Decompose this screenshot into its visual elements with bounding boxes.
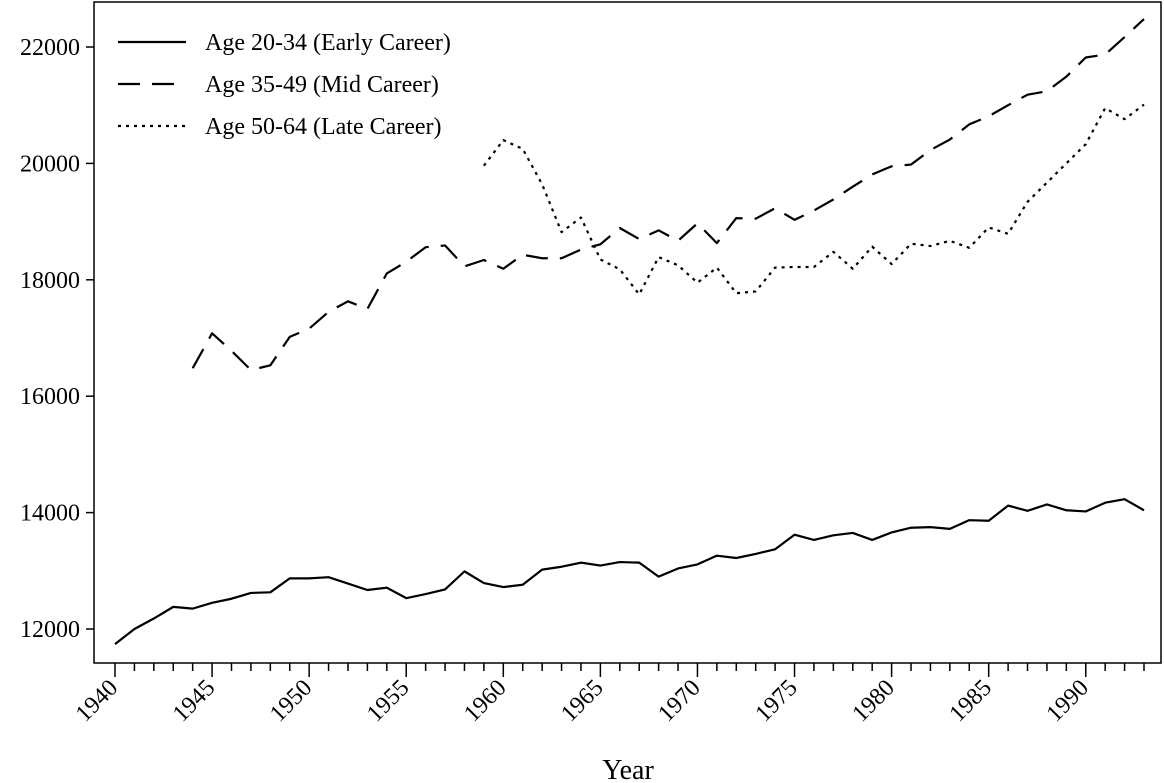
legend-label: Age 35-49 (Mid Career) [205, 72, 439, 98]
y-tick-label: 12000 [20, 617, 80, 643]
x-tick-label: 1990 [1042, 675, 1094, 727]
series-line-3 [483, 103, 1145, 296]
legend-label: Age 20-34 (Early Career) [205, 30, 451, 56]
x-tick-label: 1985 [945, 675, 997, 727]
legend: Age 20-34 (Early Career) Age 35-49 (Mid C… [118, 30, 451, 140]
x-tick-label: 1975 [750, 675, 802, 727]
x-tick-label: 1940 [71, 675, 123, 727]
y-tick-label: 20000 [20, 151, 80, 177]
x-tick-label: 1965 [556, 675, 608, 727]
x-tick-label: 1960 [459, 675, 511, 727]
x-axis: 1940 1945 1950 1955 1960 1965 1970 1975 1980 1985… [71, 663, 1145, 727]
plot-frame [93, 1, 1162, 664]
series-layer [114, 18, 1145, 645]
x-tick-label: 1970 [653, 675, 705, 727]
x-tick-label: 1980 [848, 675, 900, 727]
y-tick-label: 14000 [20, 501, 80, 527]
y-tick-label: 22000 [20, 35, 80, 61]
x-tick-label: 1950 [265, 675, 317, 727]
x-tick-label: 1945 [168, 675, 220, 727]
series-line-2 [191, 18, 1145, 372]
y-axis: 12000 14000 16000 18000 20000 22000 [20, 35, 94, 643]
x-tick-label: 1955 [362, 675, 414, 727]
legend-label: Age 50-64 (Late Career) [205, 114, 442, 140]
y-tick-label: 16000 [20, 384, 80, 410]
series-line-1 [114, 498, 1145, 645]
x-axis-title: Year [602, 755, 654, 783]
y-tick-label: 18000 [20, 268, 80, 294]
